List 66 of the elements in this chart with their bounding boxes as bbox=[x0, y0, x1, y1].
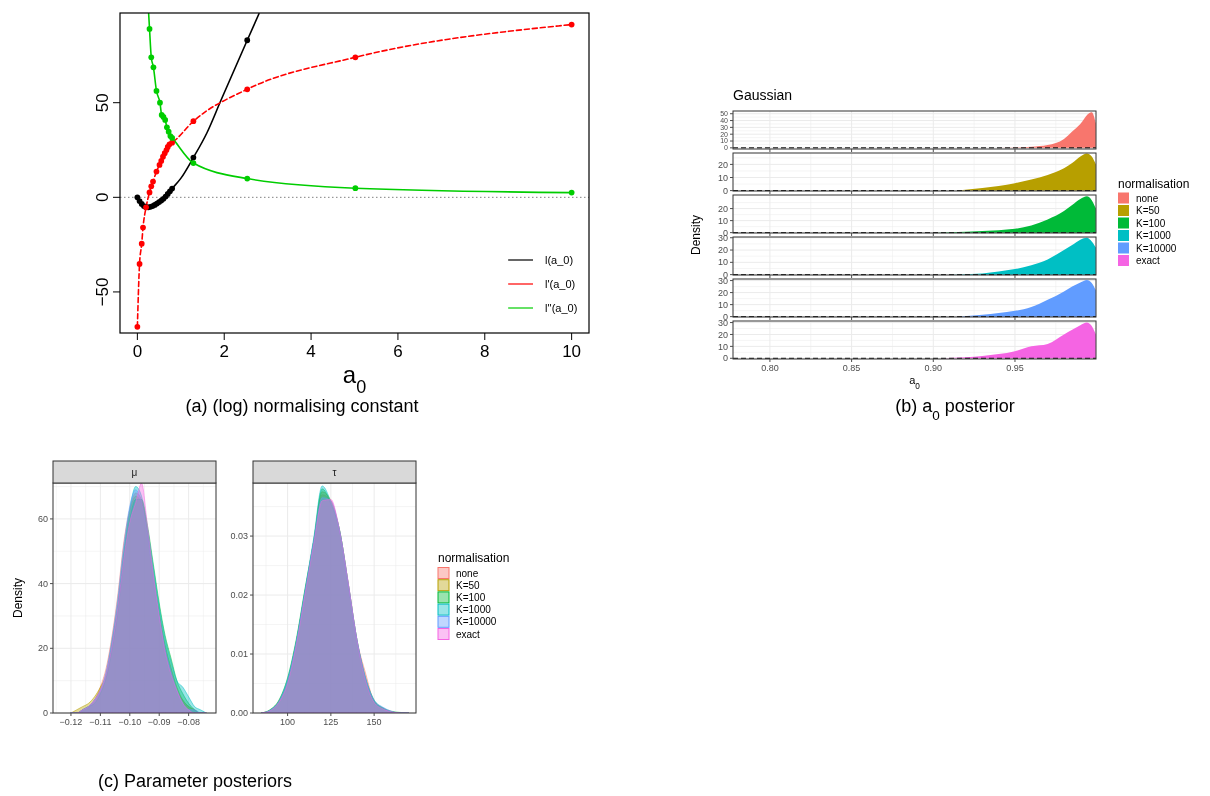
text: (c) Parameter posteriors bbox=[97, 771, 293, 791]
x-tick-label: −0.11 bbox=[89, 717, 112, 727]
y-tick-label: 20 bbox=[37, 643, 48, 654]
x-axis-title: a$_{0}$ bbox=[342, 361, 367, 397]
y-tick-label: 20 bbox=[717, 329, 728, 340]
y-tick-label: 20 bbox=[717, 245, 728, 256]
y-tick-label: 20 bbox=[717, 203, 728, 214]
x-tick-label: 0.95 bbox=[1006, 363, 1024, 373]
legend-label: K=50 bbox=[1136, 205, 1161, 216]
x-tick-label: 8 bbox=[480, 342, 490, 361]
x-axis-title: a$_{0}$ bbox=[909, 374, 921, 391]
text: (b) a$_{0}$ posterior bbox=[895, 396, 1015, 423]
chart-title: μ bbox=[131, 467, 138, 478]
x-tick-label: 0 bbox=[132, 342, 143, 361]
y-tick-label: 10 bbox=[717, 215, 728, 226]
x-tick-label: −0.08 bbox=[177, 717, 201, 727]
y-tick-label: −50 bbox=[93, 277, 112, 307]
y-tick-label: 10 bbox=[717, 299, 728, 310]
legend-label: exact bbox=[1136, 255, 1161, 266]
legend-label: K=1000 bbox=[1136, 230, 1172, 241]
y-tick-label: 50 bbox=[93, 93, 112, 113]
y-tick-label: 0.01 bbox=[230, 649, 248, 660]
chart-title: τ bbox=[332, 467, 337, 478]
legend-label: K=100 bbox=[1136, 217, 1166, 229]
legend-label: K=100 bbox=[456, 591, 486, 603]
x-tick-label: −0.09 bbox=[147, 717, 171, 727]
legend-label: l(a_0) bbox=[545, 253, 574, 266]
x-tick-label: 0.90 bbox=[924, 363, 943, 373]
legend-label: K=1000 bbox=[456, 604, 492, 616]
legend-label: none bbox=[456, 567, 479, 579]
x-tick-label: 10 bbox=[562, 342, 582, 361]
text: (a) (log) normalising constant bbox=[185, 396, 419, 416]
y-tick-label: 20 bbox=[717, 287, 728, 298]
legend-label: K=10000 bbox=[456, 616, 497, 628]
x-tick-label: 125 bbox=[323, 717, 339, 727]
legend-label: exact bbox=[456, 628, 481, 640]
y-tick-label: 0 bbox=[722, 185, 728, 196]
x-tick-label: −0.12 bbox=[59, 717, 83, 727]
legend-title: normalisation bbox=[1118, 177, 1190, 191]
y-axis-title: Density bbox=[689, 214, 703, 256]
y-tick-label: 0.00 bbox=[230, 708, 248, 719]
x-tick-label: −0.10 bbox=[118, 717, 142, 727]
y-tick-label: 20 bbox=[717, 159, 728, 170]
x-tick-label: 0.80 bbox=[761, 363, 779, 373]
y-tick-label: 10 bbox=[717, 257, 728, 268]
chart-title: Gaussian bbox=[733, 87, 793, 103]
y-tick-label: 0 bbox=[93, 192, 112, 203]
x-tick-label: 0.85 bbox=[842, 363, 861, 373]
legend-label: l''(a_0) bbox=[545, 301, 578, 314]
y-tick-label: 10 bbox=[717, 172, 728, 183]
legend-label: K=10000 bbox=[1136, 242, 1177, 254]
y-tick-label: 0.02 bbox=[230, 590, 248, 601]
x-tick-label: 100 bbox=[280, 717, 296, 727]
y-tick-label: 40 bbox=[37, 578, 48, 589]
legend-label: none bbox=[1136, 192, 1159, 204]
y-tick-label: 60 bbox=[37, 514, 48, 525]
legend-label: l'(a_0) bbox=[545, 277, 576, 290]
x-tick-label: 4 bbox=[306, 342, 316, 361]
x-tick-label: 150 bbox=[366, 717, 382, 727]
y-axis-title: Density bbox=[11, 577, 25, 619]
x-tick-label: 2 bbox=[219, 342, 229, 361]
y-tick-label: 0.03 bbox=[230, 531, 248, 542]
y-tick-label: 0 bbox=[42, 708, 48, 719]
x-tick-label: 6 bbox=[393, 342, 403, 361]
legend-label: K=50 bbox=[456, 579, 481, 591]
legend-title: normalisation bbox=[438, 551, 510, 565]
